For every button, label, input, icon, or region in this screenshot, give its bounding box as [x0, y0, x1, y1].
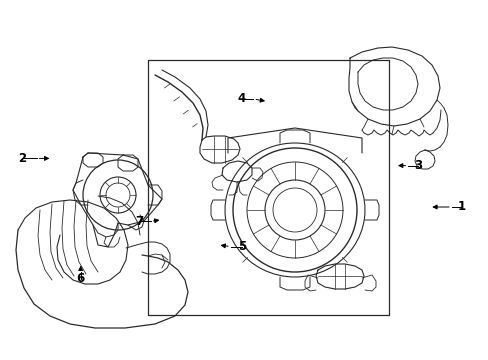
Text: 5: 5: [238, 240, 245, 253]
Text: 7: 7: [135, 215, 143, 228]
Text: 1: 1: [457, 201, 465, 213]
Text: 4: 4: [238, 93, 245, 105]
Text: 3: 3: [413, 159, 421, 172]
Text: 2: 2: [18, 152, 26, 165]
Text: 6: 6: [77, 273, 84, 285]
